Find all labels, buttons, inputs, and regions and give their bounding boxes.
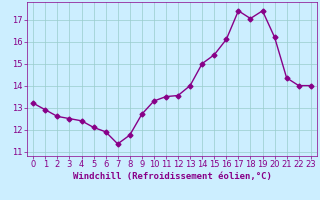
- X-axis label: Windchill (Refroidissement éolien,°C): Windchill (Refroidissement éolien,°C): [73, 172, 271, 181]
